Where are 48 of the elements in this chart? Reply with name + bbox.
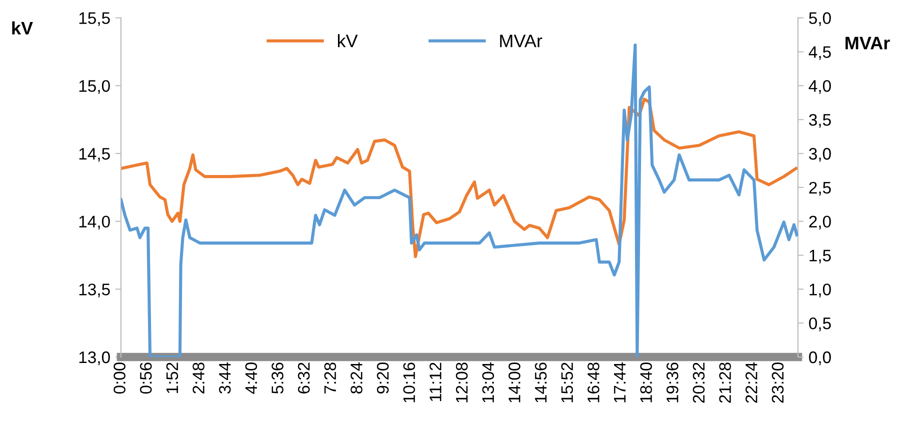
y-tick-label: 14,0 (79, 216, 110, 230)
x-tick-label: 8:24 (350, 362, 362, 394)
y2-tick-label: 4,0 (808, 80, 831, 94)
x-tick-label: 3:44 (218, 362, 231, 394)
y2-tick-label: 1,0 (810, 284, 831, 298)
y2-tick-label: 2,0 (809, 216, 831, 230)
x-tick-label: 1:52 (166, 362, 178, 394)
x-tick-label: 0:56 (140, 362, 152, 394)
line-series (120, 98, 798, 258)
y2-axis-title: MVAr (846, 36, 890, 50)
x-tick-label: 14:56 (534, 362, 547, 402)
x-tick-label: 10:16 (403, 362, 416, 402)
y-tick-label: 15,5 (79, 12, 110, 26)
x-tick-label: 20:32 (692, 362, 705, 403)
y2-tick-label: 2,5 (809, 182, 831, 196)
y-tick-label: 14,5 (79, 148, 110, 162)
x-tick-label: 16:48 (588, 362, 600, 402)
x-tick-label: 19:36 (666, 362, 678, 402)
y2-tick-label: 1,5 (810, 250, 831, 264)
x-tick-label: 5:36 (272, 362, 284, 394)
y2-tick-label: 4,5 (808, 46, 831, 60)
x-tick-label: 12:08 (456, 362, 468, 402)
x-tick-label: 21:28 (719, 362, 731, 403)
x-tick-label: 14:00 (508, 362, 520, 402)
x-tick-label: 22:24 (746, 362, 758, 403)
x-tick-label: 7:28 (324, 362, 336, 394)
legend-label: kV (338, 34, 358, 48)
y2-tick-label: 3,5 (809, 114, 831, 128)
x-tick-label: 6:32 (298, 362, 310, 394)
y-tick-label: 13,5 (79, 284, 110, 298)
y2-tick-label: 0,5 (809, 317, 831, 332)
y2-tick-label: 3,0 (809, 148, 831, 162)
x-tick-label: 9:20 (376, 362, 389, 394)
x-tick-label: 13:04 (482, 362, 494, 402)
y2-tick-label: 0,0 (809, 351, 831, 366)
y-tick-label: 15,0 (79, 80, 110, 94)
y-tick-label: 13,0 (79, 351, 110, 366)
y2-tick-label: 5,0 (809, 12, 831, 26)
x-tick-label: 4:40 (245, 362, 258, 394)
y-axis-title: kV (12, 21, 33, 34)
x-tick-label: 0:00 (114, 362, 126, 394)
x-tick-label: 23:20 (772, 362, 784, 403)
x-tick-label: 2:48 (192, 362, 204, 394)
x-tick-label: 17:44 (614, 362, 626, 402)
legend-label: MVAr (500, 34, 542, 48)
x-tick-label: 11:12 (430, 362, 442, 402)
x-tick-label: 15:52 (561, 362, 574, 402)
x-tick-label: 18:40 (640, 362, 652, 402)
